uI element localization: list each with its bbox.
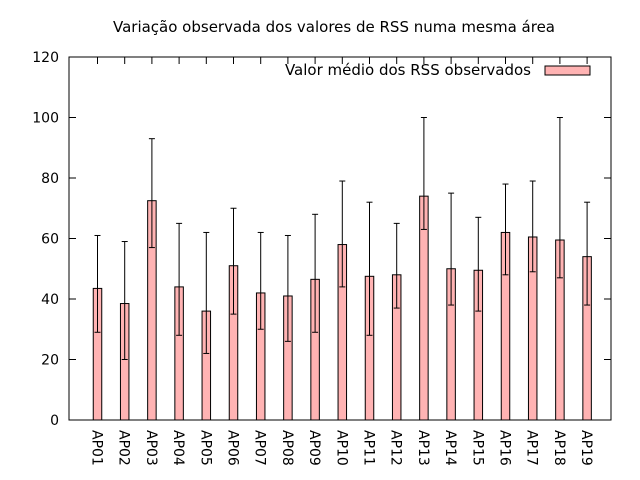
error-bars: [94, 117, 591, 360]
y-tick-label: 80: [41, 171, 59, 187]
x-tick-label: AP06: [225, 430, 241, 466]
chart-title: Variação observada dos valores de RSS nu…: [113, 18, 555, 36]
x-tick-label: AP19: [578, 430, 594, 466]
y-tick-label: 40: [41, 292, 59, 308]
x-tick-label: AP03: [143, 430, 159, 466]
y-tick-label: 120: [32, 50, 59, 66]
x-tick-label: AP02: [116, 430, 132, 466]
x-tick-label: AP11: [361, 430, 377, 466]
x-tick-label: AP07: [252, 430, 268, 466]
x-tick-label: AP01: [89, 430, 105, 466]
x-tick-label: AP13: [415, 430, 431, 466]
x-axis: AP01 AP02 AP03 AP04 AP05 AP06 AP07 AP08 AP09 AP10…: [89, 57, 594, 466]
x-tick-label: AP12: [388, 430, 404, 466]
x-tick-label: AP18: [551, 430, 567, 466]
x-tick-label: AP17: [524, 430, 540, 466]
x-tick-label: AP10: [333, 430, 349, 466]
x-tick-label: AP04: [170, 430, 186, 466]
y-axis: 0 20 40 60 80 100 120: [32, 50, 611, 429]
y-tick-label: 100: [32, 111, 59, 127]
legend-swatch: [544, 65, 591, 76]
x-tick-label: AP08: [279, 430, 295, 466]
x-tick-label: AP15: [469, 430, 485, 466]
y-tick-label: 60: [41, 232, 59, 248]
legend: Valor médio dos RSS observados: [285, 61, 591, 79]
x-tick-label: AP14: [442, 430, 458, 466]
x-tick-label: AP05: [197, 430, 213, 466]
y-tick-label: 0: [50, 413, 59, 429]
bar-series: [92, 195, 592, 421]
y-tick-label: 20: [41, 353, 59, 369]
x-tick-label: AP16: [497, 430, 513, 466]
x-tick-label: AP09: [306, 430, 322, 466]
legend-label: Valor médio dos RSS observados: [285, 61, 531, 79]
